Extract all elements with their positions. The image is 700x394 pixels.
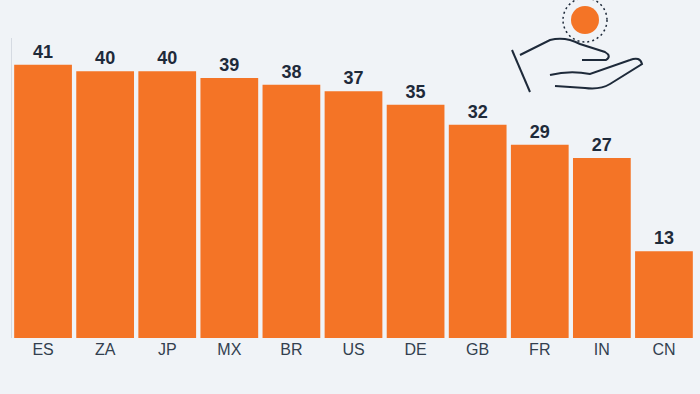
svg-text:29: 29	[530, 122, 550, 142]
svg-text:27: 27	[592, 135, 612, 155]
svg-text:ZA: ZA	[95, 341, 116, 358]
svg-text:13: 13	[654, 228, 674, 248]
svg-text:IN: IN	[594, 341, 610, 358]
svg-text:41: 41	[33, 42, 53, 62]
svg-text:DE: DE	[404, 341, 426, 358]
svg-text:37: 37	[343, 68, 363, 88]
svg-text:MX: MX	[217, 341, 241, 358]
svg-text:40: 40	[157, 48, 177, 68]
svg-text:39: 39	[219, 55, 239, 75]
svg-text:BR: BR	[280, 341, 302, 358]
svg-text:ES: ES	[32, 341, 53, 358]
svg-text:JP: JP	[158, 341, 177, 358]
svg-text:38: 38	[281, 62, 301, 82]
svg-text:GB: GB	[466, 341, 489, 358]
svg-text:32: 32	[468, 102, 488, 122]
svg-text:35: 35	[406, 82, 426, 102]
svg-text:40: 40	[95, 48, 115, 68]
svg-text:US: US	[342, 341, 364, 358]
svg-text:FR: FR	[529, 341, 550, 358]
svg-text:CN: CN	[652, 341, 675, 358]
